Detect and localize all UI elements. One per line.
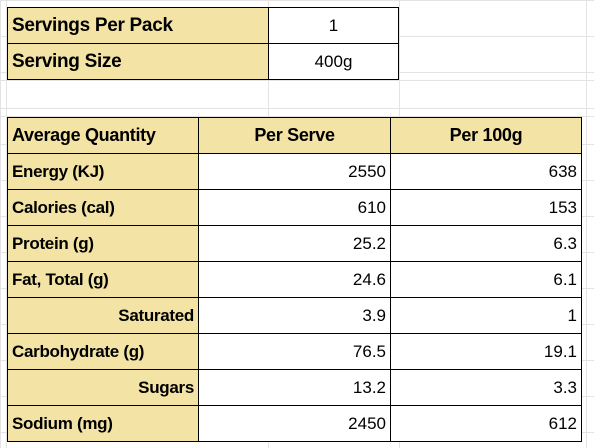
cell-per-serve[interactable]: 25.2	[198, 225, 391, 262]
row-label-fat-total[interactable]: Fat, Total (g)	[7, 261, 199, 298]
row-label-energy[interactable]: Energy (KJ)	[7, 153, 199, 190]
table-row: Carbohydrate (g) 76.5 19.1	[7, 333, 582, 370]
cell-per-100g[interactable]: 3.3	[390, 369, 582, 406]
table-row: Fat, Total (g) 24.6 6.1	[7, 261, 582, 298]
cell-per-100g[interactable]: 153	[390, 189, 582, 226]
nutrition-table: Average Quantity Per Serve Per 100g Ener…	[7, 117, 582, 442]
cell-per-serve[interactable]: 610	[198, 189, 391, 226]
serving-info-table: Servings Per Pack 1 Serving Size 400g	[7, 7, 399, 80]
row-label-protein[interactable]: Protein (g)	[7, 225, 199, 262]
row-label-sodium[interactable]: Sodium (mg)	[7, 405, 199, 442]
table-row: Sodium (mg) 2450 612	[7, 405, 582, 442]
table-row: Saturated 3.9 1	[7, 297, 582, 334]
servings-per-pack-value[interactable]: 1	[268, 7, 399, 44]
header-per-100g[interactable]: Per 100g	[390, 117, 582, 154]
cell-per-100g[interactable]: 1	[390, 297, 582, 334]
cell-per-100g[interactable]: 638	[390, 153, 582, 190]
grid-column-line	[6, 0, 7, 448]
servings-per-pack-label[interactable]: Servings Per Pack	[7, 7, 269, 44]
table-row: Serving Size 400g	[7, 43, 399, 80]
grid-column-line	[586, 0, 587, 448]
grid-row-line	[0, 116, 594, 117]
cell-per-100g[interactable]: 19.1	[390, 333, 582, 370]
row-label-saturated[interactable]: Saturated	[7, 297, 199, 334]
table-row: Calories (cal) 610 153	[7, 189, 582, 226]
cell-per-serve[interactable]: 2550	[198, 153, 391, 190]
header-average-quantity[interactable]: Average Quantity	[7, 117, 199, 154]
serving-size-label[interactable]: Serving Size	[7, 43, 269, 80]
cell-per-serve[interactable]: 3.9	[198, 297, 391, 334]
table-row: Protein (g) 25.2 6.3	[7, 225, 582, 262]
table-row: Energy (KJ) 2550 638	[7, 153, 582, 190]
table-row: Servings Per Pack 1	[7, 7, 399, 44]
cell-per-100g[interactable]: 612	[390, 405, 582, 442]
cell-per-serve[interactable]: 24.6	[198, 261, 391, 298]
cell-per-serve[interactable]: 76.5	[198, 333, 391, 370]
cell-per-100g[interactable]: 6.3	[390, 225, 582, 262]
grid-row-line	[0, 80, 594, 81]
row-label-calories[interactable]: Calories (cal)	[7, 189, 199, 226]
table-header-row: Average Quantity Per Serve Per 100g	[7, 117, 582, 154]
serving-size-value[interactable]: 400g	[268, 43, 399, 80]
cell-per-serve[interactable]: 2450	[198, 405, 391, 442]
cell-per-serve[interactable]: 13.2	[198, 369, 391, 406]
row-label-carbohydrate[interactable]: Carbohydrate (g)	[7, 333, 199, 370]
header-per-serve[interactable]: Per Serve	[198, 117, 391, 154]
row-label-sugars[interactable]: Sugars	[7, 369, 199, 406]
table-row: Sugars 13.2 3.3	[7, 369, 582, 406]
cell-per-100g[interactable]: 6.1	[390, 261, 582, 298]
